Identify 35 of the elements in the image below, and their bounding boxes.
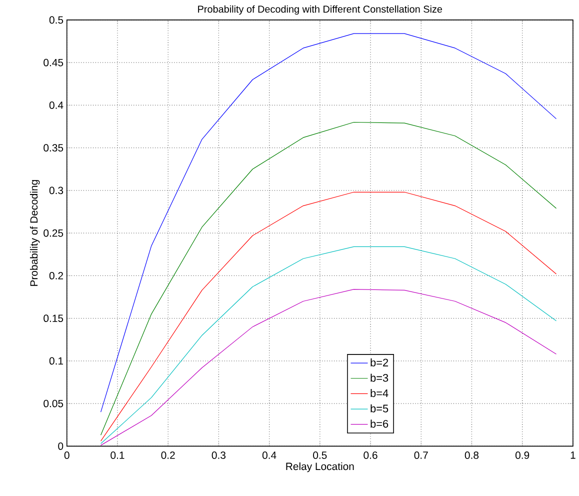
x-tick-label: 0.1 (110, 451, 124, 459)
x-tick-label: 0 (64, 451, 70, 459)
legend-label: b=3 (370, 374, 388, 382)
line-series (100, 246, 557, 444)
y-tick-label: 0.5 (49, 16, 64, 24)
y-tick-label: 0.05 (44, 400, 64, 408)
x-tick-label: 0.2 (161, 451, 175, 459)
x-axis-title: Relay Location (286, 462, 354, 472)
legend-label: b=6 (370, 420, 388, 428)
line-series (100, 192, 557, 442)
x-tick-label: 0.8 (464, 451, 479, 459)
line-series (100, 33, 557, 412)
y-axis-title: Probability of Decoding (30, 180, 40, 286)
legend-label: b=5 (370, 404, 388, 412)
legend-label: b=4 (370, 389, 388, 398)
y-tick-label: 0.1 (49, 357, 64, 365)
line-series (100, 122, 557, 436)
y-tick-label: 0.15 (44, 314, 64, 322)
y-tick-label: 0.2 (49, 272, 63, 280)
line-series (100, 288, 557, 446)
x-tick-label: 0.9 (515, 451, 530, 459)
y-tick-label: 0.3 (49, 186, 64, 194)
x-tick-label: 0.6 (364, 451, 378, 459)
chart-title: Probability of Decoding with Different Constellation Size (198, 5, 442, 15)
x-tick-label: 0.7 (414, 451, 428, 459)
y-tick-label: 0.35 (44, 144, 64, 152)
y-tick-label: 0.25 (44, 229, 64, 237)
legend-label: b=2 (370, 358, 388, 366)
y-tick-label: 0 (58, 442, 64, 450)
x-tick-label: 0.5 (313, 451, 327, 459)
x-tick-label: 0.3 (212, 451, 226, 459)
y-tick-label: 0.45 (44, 58, 64, 66)
x-tick-label: 0.4 (262, 451, 276, 459)
y-tick-label: 0.4 (49, 101, 64, 109)
x-tick-label: 1 (570, 451, 576, 459)
